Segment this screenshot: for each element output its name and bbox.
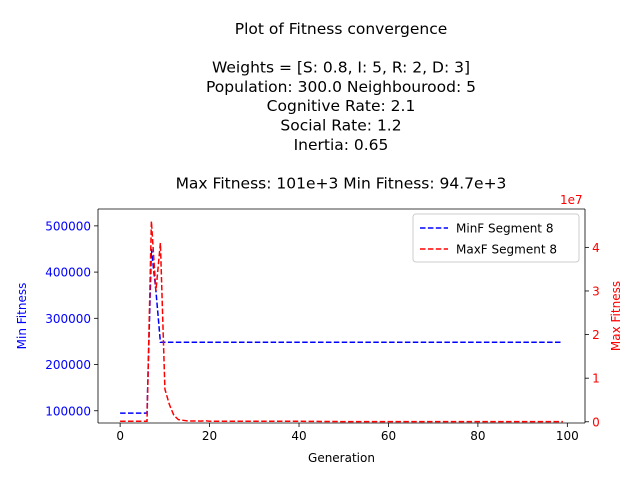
y-right-tick-label: 2 xyxy=(592,328,600,342)
chart-title: Plot of Fitness convergence Weights = [S:… xyxy=(176,20,507,192)
plot-area xyxy=(120,221,563,423)
y-left-tick-label: 500000 xyxy=(45,219,91,233)
x-tick-label: 20 xyxy=(202,429,217,443)
y-left-tick-label: 200000 xyxy=(45,358,91,372)
legend-box xyxy=(412,213,580,263)
y-right-tick-label: 3 xyxy=(592,284,600,298)
y-right-tick-label: 0 xyxy=(592,415,600,429)
y-right-axis-label: Max Fitness xyxy=(609,281,623,351)
x-tick-label: 0 xyxy=(116,429,124,443)
y-right-tick-label: 4 xyxy=(592,241,600,255)
title-line: Cognitive Rate: 2.1 xyxy=(267,97,416,115)
y-left-axis-label: Min Fitness xyxy=(15,283,29,350)
title-line: Inertia: 0.65 xyxy=(294,136,389,154)
legend-label: MinF Segment 8 xyxy=(456,222,553,236)
y-left-tick-label: 400000 xyxy=(45,266,91,280)
series-line-minf xyxy=(120,248,563,414)
x-tick-label: 100 xyxy=(556,429,579,443)
title-line: Social Rate: 1.2 xyxy=(280,117,401,135)
y-left-tick-label: 300000 xyxy=(45,312,91,326)
y-right-offset-label: 1e7 xyxy=(560,193,583,207)
legend: MinF Segment 8 MaxF Segment 8 xyxy=(412,213,580,263)
y-right-tick-label: 1 xyxy=(592,372,600,386)
x-tick-label: 40 xyxy=(291,429,306,443)
x-axis-label: Generation xyxy=(308,451,375,465)
axes: 0 20 40 60 80 1001000002000003000004000005000… xyxy=(15,193,623,465)
title-line: Max Fitness: 101e+3 Min Fitness: 94.7e+3 xyxy=(176,174,507,192)
series-line-maxf xyxy=(120,221,563,423)
title-line: Plot of Fitness convergence xyxy=(235,20,448,38)
y-left-tick-label: 100000 xyxy=(45,404,91,418)
x-tick-label: 60 xyxy=(381,429,396,443)
legend-label: MaxF Segment 8 xyxy=(456,243,557,257)
title-line: Weights = [S: 0.8, I: 5, R: 2, D: 3] xyxy=(212,59,470,77)
x-tick-label: 80 xyxy=(470,429,485,443)
title-line: Population: 300.0 Neighbourood: 5 xyxy=(206,78,476,96)
